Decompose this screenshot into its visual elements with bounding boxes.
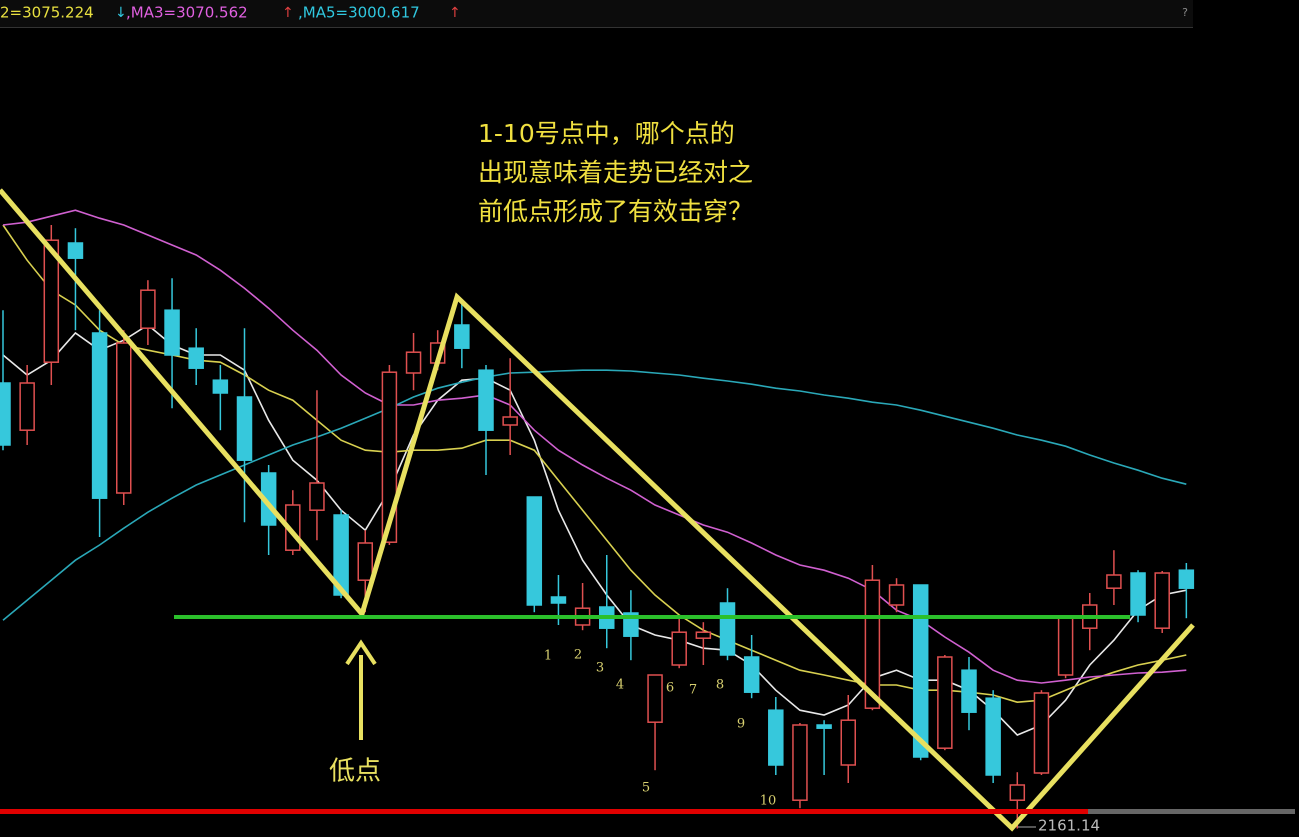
- point-label: 3: [596, 661, 604, 676]
- question-line: 出现意味着走势已经对之: [478, 158, 753, 187]
- candle-body: [550, 596, 567, 604]
- candle-body: [309, 482, 325, 511]
- candle-body: [1178, 569, 1195, 589]
- candle-body: [502, 416, 518, 426]
- candle-body: [188, 347, 204, 369]
- candle-body: [671, 631, 687, 666]
- candle-body: [67, 242, 84, 259]
- candles: [0, 225, 1195, 829]
- candle-body: [405, 351, 422, 374]
- legend-arrow: ↑: [282, 5, 294, 21]
- candle-body: [116, 342, 132, 494]
- candle-body: [912, 584, 929, 758]
- candle-body: [333, 514, 349, 596]
- candle-body: [792, 724, 808, 801]
- candle-body: [816, 724, 832, 729]
- low-point-label: 低点: [329, 757, 381, 787]
- point-label: 7: [689, 683, 697, 698]
- candle-body: [864, 579, 881, 709]
- candle-body: [719, 602, 736, 656]
- header-bar: [0, 0, 1193, 27]
- candle-body: [1009, 784, 1026, 801]
- ma-legend: 2=3075.224 ↓ ,MA3=3070.562 ↑ ,MA5=3000.617 ↑: [0, 4, 461, 22]
- legend-arrow: ↑: [449, 5, 461, 21]
- candle-body: [1057, 617, 1074, 676]
- point-label: 9: [737, 717, 745, 732]
- ma-line: [2, 369, 1187, 621]
- candle-body: [1033, 692, 1050, 774]
- legend-text: ,MA5=3000.617: [298, 4, 420, 22]
- candle-body: [43, 239, 60, 363]
- candle-body: [454, 324, 470, 349]
- candle-body: [357, 542, 373, 581]
- candle-body: [91, 332, 108, 499]
- candle-body: [478, 369, 494, 431]
- candle-body: [212, 379, 229, 394]
- candle-body: [937, 656, 953, 749]
- candle-body: [0, 382, 11, 446]
- question-line: 前低点形成了有效击穿？: [478, 197, 753, 226]
- candle-body: [647, 674, 663, 723]
- candle-body: [985, 697, 1001, 776]
- legend-text: 2=3075.224: [0, 4, 94, 22]
- low-value-label: 2161.14: [1038, 817, 1100, 835]
- point-label: 2: [574, 648, 582, 663]
- legend-arrow: ↓: [115, 5, 127, 21]
- point-labels: 1 234 5 6 7 8 9 10: [544, 648, 776, 809]
- candle-body: [140, 289, 156, 329]
- candle-body: [695, 631, 712, 639]
- candle-body: [236, 396, 253, 461]
- point-label: 5: [642, 781, 650, 796]
- candle-body: [768, 709, 784, 766]
- candle-body: [1106, 574, 1122, 589]
- arrow-head: [345, 639, 377, 666]
- candle-body: [888, 584, 905, 606]
- question-line: 1-10号点中，哪个点的: [478, 119, 735, 148]
- progress-played[interactable]: [0, 809, 1088, 814]
- candle-body: [961, 669, 977, 713]
- point-label: 10: [760, 794, 777, 809]
- help-button[interactable]: ?: [1182, 6, 1188, 19]
- candle-body: [164, 309, 180, 356]
- point-label: 4: [616, 678, 624, 693]
- candle-body: [526, 496, 543, 606]
- legend-text: ,MA3=3070.562: [126, 4, 248, 22]
- candle-body: [743, 656, 760, 693]
- point-label: 1: [544, 649, 552, 664]
- zigzag-trend: [0, 188, 1195, 832]
- point-label: 6: [666, 681, 674, 696]
- progress-remaining[interactable]: [1088, 809, 1295, 814]
- ma-line: [2, 209, 1187, 684]
- candle-body: [1130, 572, 1146, 616]
- candle-body: [840, 719, 856, 766]
- candle-body: [381, 371, 398, 543]
- point-label: 8: [716, 678, 724, 693]
- candle-body: [19, 382, 35, 431]
- candle-body: [1154, 572, 1170, 629]
